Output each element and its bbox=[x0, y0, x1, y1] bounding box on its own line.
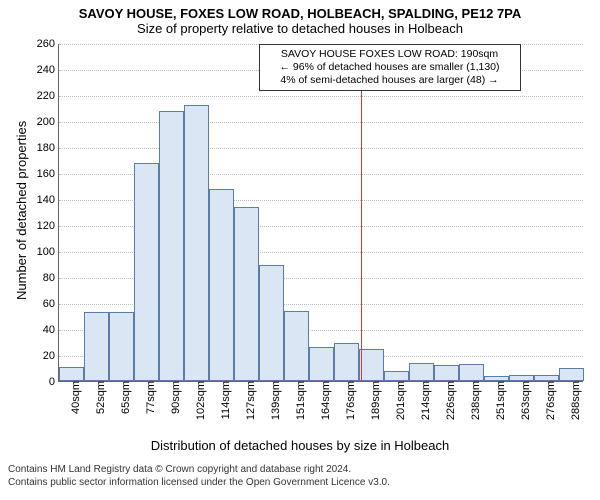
y-tick-label: 20 bbox=[43, 350, 59, 362]
annotation-line: ← 96% of detached houses are smaller (1,… bbox=[266, 61, 514, 74]
x-tick-label: 263sqm bbox=[518, 381, 532, 420]
y-axis-label: Number of detached properties bbox=[14, 121, 29, 300]
histogram-bar bbox=[184, 105, 209, 381]
y-tick-label: 40 bbox=[43, 324, 59, 336]
y-tick-label: 260 bbox=[37, 38, 59, 50]
x-tick-label: 288sqm bbox=[568, 381, 582, 420]
x-tick-label: 127sqm bbox=[243, 381, 257, 420]
gridline bbox=[59, 96, 583, 97]
y-tick-label: 140 bbox=[37, 194, 59, 206]
histogram-bar bbox=[234, 207, 259, 381]
x-tick-label: 52sqm bbox=[93, 381, 107, 414]
chart-title-sub: Size of property relative to detached ho… bbox=[0, 21, 600, 40]
footer-line-1: Contains HM Land Registry data © Crown c… bbox=[8, 464, 592, 477]
y-tick-label: 220 bbox=[37, 90, 59, 102]
histogram-bar bbox=[434, 365, 459, 381]
x-tick-label: 139sqm bbox=[268, 381, 282, 420]
histogram-bar bbox=[259, 265, 284, 381]
x-tick-label: 151sqm bbox=[293, 381, 307, 420]
plot-region: 02040608010012014016018020022024026040sq… bbox=[58, 44, 583, 382]
x-tick-label: 201sqm bbox=[393, 381, 407, 420]
x-tick-label: 77sqm bbox=[143, 381, 157, 414]
x-tick-label: 164sqm bbox=[318, 381, 332, 420]
x-tick-label: 176sqm bbox=[343, 381, 357, 420]
x-tick-label: 90sqm bbox=[168, 381, 182, 414]
x-tick-label: 189sqm bbox=[368, 381, 382, 420]
histogram-bar bbox=[84, 312, 109, 381]
histogram-chart: SAVOY HOUSE, FOXES LOW ROAD, HOLBEACH, S… bbox=[0, 0, 600, 500]
y-tick-label: 100 bbox=[37, 246, 59, 258]
histogram-bar bbox=[559, 368, 584, 381]
chart-title-main: SAVOY HOUSE, FOXES LOW ROAD, HOLBEACH, S… bbox=[0, 0, 600, 21]
reference-line bbox=[361, 44, 362, 381]
y-tick-label: 160 bbox=[37, 168, 59, 180]
histogram-bar bbox=[359, 349, 384, 382]
annotation-line: 4% of semi-detached houses are larger (4… bbox=[266, 74, 514, 87]
y-tick-label: 180 bbox=[37, 142, 59, 154]
x-tick-label: 238sqm bbox=[468, 381, 482, 420]
histogram-bar bbox=[134, 163, 159, 381]
y-tick-label: 120 bbox=[37, 220, 59, 232]
x-tick-label: 251sqm bbox=[493, 381, 507, 420]
y-tick-label: 200 bbox=[37, 116, 59, 128]
annotation-line: SAVOY HOUSE FOXES LOW ROAD: 190sqm bbox=[266, 48, 514, 61]
x-tick-label: 65sqm bbox=[118, 381, 132, 414]
annotation-box: SAVOY HOUSE FOXES LOW ROAD: 190sqm← 96% … bbox=[259, 44, 521, 91]
footer-line-2: Contains public sector information licen… bbox=[8, 477, 592, 490]
histogram-bar bbox=[384, 371, 409, 381]
y-tick-label: 60 bbox=[43, 298, 59, 310]
y-tick-label: 80 bbox=[43, 272, 59, 284]
x-tick-label: 40sqm bbox=[68, 381, 82, 414]
histogram-bar bbox=[409, 363, 434, 381]
histogram-bar bbox=[59, 367, 84, 381]
histogram-bar bbox=[284, 311, 309, 381]
x-tick-label: 276sqm bbox=[543, 381, 557, 420]
y-tick-label: 0 bbox=[49, 376, 59, 388]
histogram-bar bbox=[334, 343, 359, 381]
histogram-bar bbox=[209, 189, 234, 381]
x-tick-label: 114sqm bbox=[218, 381, 232, 419]
x-tick-label: 102sqm bbox=[193, 381, 207, 420]
y-tick-label: 240 bbox=[37, 64, 59, 76]
histogram-bar bbox=[159, 111, 184, 381]
gridline bbox=[59, 148, 583, 149]
histogram-bar bbox=[109, 312, 134, 381]
x-tick-label: 214sqm bbox=[418, 381, 432, 420]
histogram-bar bbox=[309, 347, 334, 381]
x-axis-label: Distribution of detached houses by size … bbox=[0, 438, 600, 453]
histogram-bar bbox=[459, 364, 484, 381]
x-tick-label: 226sqm bbox=[443, 381, 457, 420]
footer-text: Contains HM Land Registry data © Crown c… bbox=[0, 464, 600, 489]
gridline bbox=[59, 122, 583, 123]
